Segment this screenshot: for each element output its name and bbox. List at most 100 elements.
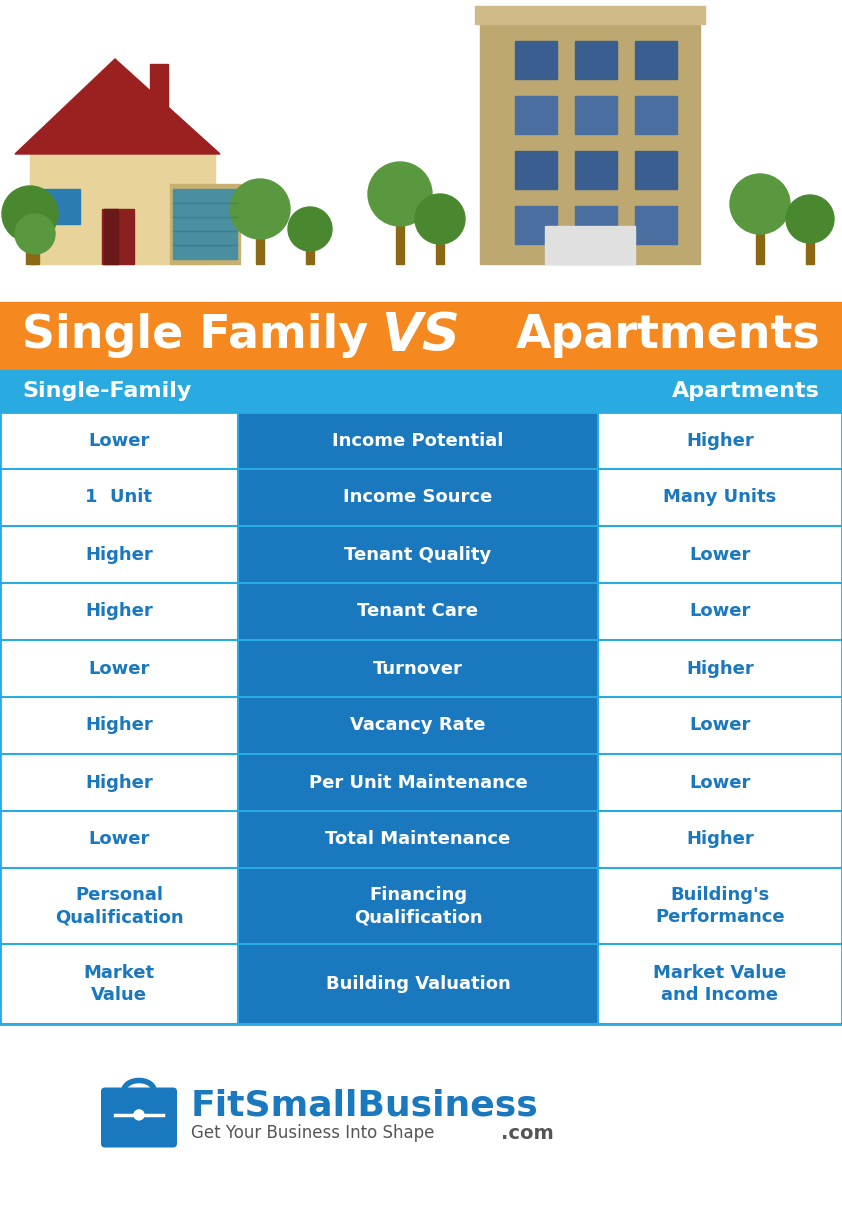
Bar — [515, 151, 557, 189]
Bar — [102, 209, 134, 264]
Bar — [515, 206, 557, 244]
Bar — [475, 6, 705, 24]
Text: Higher: Higher — [85, 774, 153, 792]
Text: Income Source: Income Source — [344, 489, 493, 507]
Bar — [256, 234, 264, 264]
Text: Higher: Higher — [686, 431, 754, 449]
Bar — [0, 412, 842, 1024]
Bar — [40, 189, 80, 225]
Text: Single-Family: Single-Family — [22, 381, 191, 401]
Text: Higher: Higher — [85, 546, 153, 564]
Text: Market Value
and Income: Market Value and Income — [653, 964, 786, 1004]
Bar — [635, 151, 677, 189]
Bar — [0, 944, 238, 1024]
Text: Single Family: Single Family — [22, 314, 368, 358]
Bar — [598, 868, 842, 944]
Text: Building's
Performance: Building's Performance — [655, 886, 785, 926]
Text: 1  Unit: 1 Unit — [86, 489, 152, 507]
Text: Get Your Business Into Shape: Get Your Business Into Shape — [191, 1125, 434, 1143]
Circle shape — [368, 162, 432, 226]
Text: Many Units: Many Units — [663, 489, 776, 507]
Text: Financing
Qualification: Financing Qualification — [354, 886, 482, 926]
Text: Higher: Higher — [85, 717, 153, 735]
Text: Turnover: Turnover — [373, 659, 463, 677]
Bar — [635, 41, 677, 78]
Bar — [635, 97, 677, 134]
Bar — [545, 226, 635, 264]
Text: Lower: Lower — [88, 830, 150, 849]
Bar — [0, 526, 238, 583]
Bar — [575, 97, 617, 134]
Bar — [756, 229, 764, 264]
Circle shape — [415, 194, 465, 244]
Bar — [598, 470, 842, 526]
Text: Apartments: Apartments — [672, 381, 820, 401]
Circle shape — [2, 186, 58, 241]
Bar — [238, 640, 598, 696]
Text: Higher: Higher — [686, 830, 754, 849]
Bar — [598, 754, 842, 811]
Bar — [150, 64, 168, 109]
Text: Market
Value: Market Value — [83, 964, 155, 1004]
Bar — [480, 24, 700, 264]
Bar — [575, 41, 617, 78]
Text: Vacancy Rate: Vacancy Rate — [350, 717, 486, 735]
Bar — [0, 371, 842, 412]
Text: Tenant Care: Tenant Care — [358, 602, 478, 620]
Text: Lower: Lower — [88, 659, 150, 677]
Text: Higher: Higher — [686, 659, 754, 677]
Bar — [238, 868, 598, 944]
FancyBboxPatch shape — [101, 1088, 177, 1148]
Bar — [575, 206, 617, 244]
Bar — [806, 238, 814, 264]
Bar — [598, 526, 842, 583]
Text: Income Potential: Income Potential — [333, 431, 504, 449]
Circle shape — [288, 206, 332, 251]
Bar — [0, 583, 238, 640]
Bar — [170, 183, 240, 264]
Bar — [598, 696, 842, 754]
Bar — [598, 640, 842, 696]
Bar — [0, 640, 238, 696]
Circle shape — [15, 214, 55, 253]
Bar — [0, 470, 238, 526]
Bar — [396, 221, 404, 264]
Polygon shape — [15, 59, 220, 154]
Bar — [598, 583, 842, 640]
Circle shape — [230, 179, 290, 239]
Text: Higher: Higher — [85, 602, 153, 620]
Bar — [0, 302, 842, 371]
Bar — [0, 0, 842, 302]
Text: Tenant Quality: Tenant Quality — [344, 546, 492, 564]
Bar — [238, 526, 598, 583]
Text: FitSmallBusiness: FitSmallBusiness — [191, 1089, 539, 1123]
Bar — [238, 754, 598, 811]
Bar — [238, 944, 598, 1024]
Bar — [0, 696, 238, 754]
Bar — [31, 249, 39, 264]
Text: Lower: Lower — [690, 717, 751, 735]
Bar — [598, 944, 842, 1024]
Text: Building Valuation: Building Valuation — [326, 975, 510, 993]
Text: Lower: Lower — [690, 602, 751, 620]
Circle shape — [786, 196, 834, 243]
Bar — [26, 237, 34, 264]
Bar — [306, 246, 314, 264]
Text: Total Maintenance: Total Maintenance — [325, 830, 510, 849]
Bar — [104, 209, 118, 264]
Bar — [238, 470, 598, 526]
Bar — [238, 412, 598, 470]
Bar — [173, 189, 237, 260]
Bar — [0, 868, 238, 944]
Bar — [575, 151, 617, 189]
Text: Apartments: Apartments — [515, 314, 820, 358]
Bar — [0, 412, 238, 470]
Bar — [515, 41, 557, 78]
Text: Personal
Qualification: Personal Qualification — [55, 886, 184, 926]
Text: Lower: Lower — [690, 546, 751, 564]
Bar — [238, 583, 598, 640]
Bar — [0, 754, 238, 811]
Bar — [598, 811, 842, 868]
Bar — [238, 811, 598, 868]
Bar — [635, 206, 677, 244]
